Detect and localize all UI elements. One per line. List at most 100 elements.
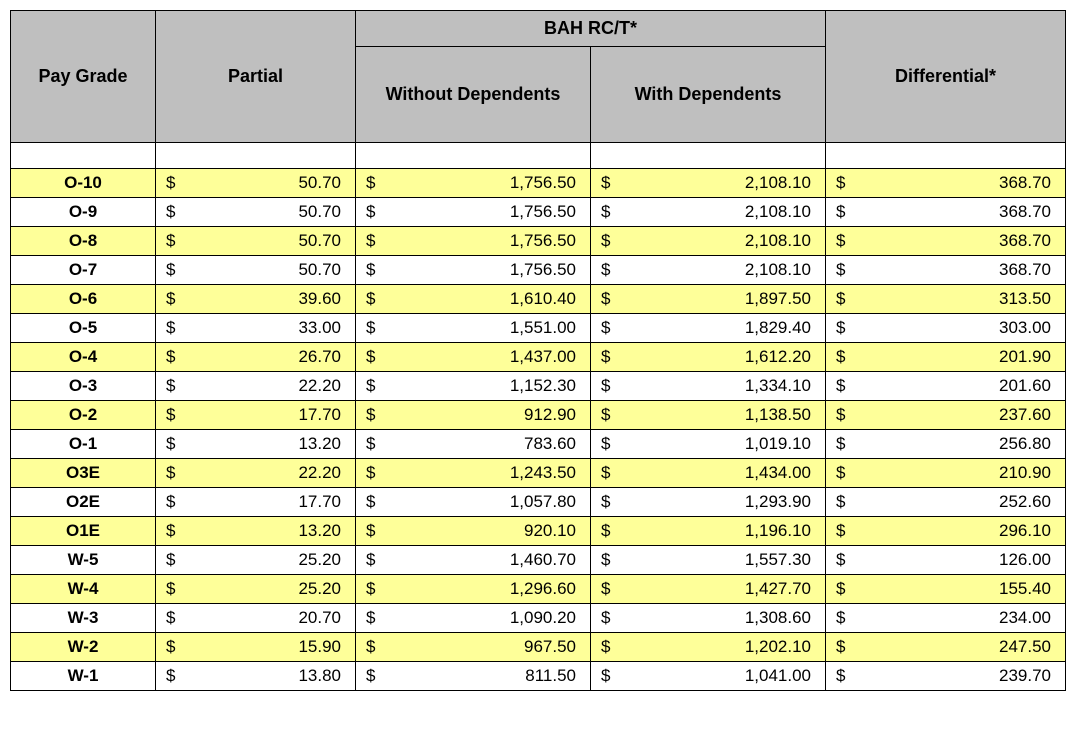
cell-with-dependents: $1,041.00 <box>591 662 826 691</box>
cell-value: 237.60 <box>999 405 1051 425</box>
cell-pay-grade: O-1 <box>11 430 156 459</box>
cell-value: 13.20 <box>298 434 341 454</box>
cell-differential: $368.70 <box>826 227 1066 256</box>
cell-with-dependents: $1,829.40 <box>591 314 826 343</box>
cell-differential: $368.70 <box>826 256 1066 285</box>
cell-value: 22.20 <box>298 463 341 483</box>
header-bah-group: BAH RC/T* <box>356 11 826 47</box>
cell-value: 783.60 <box>524 434 576 454</box>
currency-symbol: $ <box>836 637 845 657</box>
currency-symbol: $ <box>366 347 375 367</box>
cell-value: 1,019.10 <box>745 434 811 454</box>
cell-pay-grade: O1E <box>11 517 156 546</box>
table-row: W-5$25.20$1,460.70$1,557.30$126.00 <box>11 546 1066 575</box>
cell-pay-grade: O-4 <box>11 343 156 372</box>
cell-value: 25.20 <box>298 550 341 570</box>
table-header: Pay Grade Partial BAH RC/T* Differential… <box>11 11 1066 143</box>
currency-symbol: $ <box>166 521 175 541</box>
cell-value: 1,756.50 <box>510 202 576 222</box>
currency-symbol: $ <box>166 434 175 454</box>
cell-without-dependents: $1,460.70 <box>356 546 591 575</box>
currency-symbol: $ <box>166 260 175 280</box>
cell-pay-grade: W-2 <box>11 633 156 662</box>
cell-differential: $303.00 <box>826 314 1066 343</box>
cell-pay-grade: W-3 <box>11 604 156 633</box>
header-partial: Partial <box>156 11 356 143</box>
cell-with-dependents: $2,108.10 <box>591 169 826 198</box>
table-row: O-6$39.60$1,610.40$1,897.50$313.50 <box>11 285 1066 314</box>
currency-symbol: $ <box>601 608 610 628</box>
cell-with-dependents: $1,334.10 <box>591 372 826 401</box>
currency-symbol: $ <box>836 579 845 599</box>
table-row: O1E$13.20$920.10$1,196.10$296.10 <box>11 517 1066 546</box>
cell-partial: $39.60 <box>156 285 356 314</box>
currency-symbol: $ <box>836 202 845 222</box>
cell-value: 1,612.20 <box>745 347 811 367</box>
table-row: O-9$50.70$1,756.50$2,108.10$368.70 <box>11 198 1066 227</box>
cell-value: 912.90 <box>524 405 576 425</box>
cell-value: 50.70 <box>298 202 341 222</box>
table-row: O-8$50.70$1,756.50$2,108.10$368.70 <box>11 227 1066 256</box>
cell-differential: $239.70 <box>826 662 1066 691</box>
cell-partial: $50.70 <box>156 256 356 285</box>
cell-value: 313.50 <box>999 289 1051 309</box>
currency-symbol: $ <box>601 173 610 193</box>
spacer-row <box>11 143 1066 169</box>
currency-symbol: $ <box>166 202 175 222</box>
cell-value: 13.80 <box>298 666 341 686</box>
cell-differential: $155.40 <box>826 575 1066 604</box>
currency-symbol: $ <box>836 231 845 251</box>
table-row: W-3$20.70$1,090.20$1,308.60$234.00 <box>11 604 1066 633</box>
currency-symbol: $ <box>836 289 845 309</box>
currency-symbol: $ <box>601 202 610 222</box>
currency-symbol: $ <box>836 347 845 367</box>
cell-value: 1,202.10 <box>745 637 811 657</box>
cell-value: 22.20 <box>298 376 341 396</box>
cell-value: 1,293.90 <box>745 492 811 512</box>
cell-value: 201.60 <box>999 376 1051 396</box>
cell-value: 39.60 <box>298 289 341 309</box>
currency-symbol: $ <box>366 318 375 338</box>
cell-differential: $368.70 <box>826 198 1066 227</box>
cell-without-dependents: $1,610.40 <box>356 285 591 314</box>
cell-value: 50.70 <box>298 173 341 193</box>
cell-value: 1,460.70 <box>510 550 576 570</box>
currency-symbol: $ <box>366 173 375 193</box>
cell-with-dependents: $1,308.60 <box>591 604 826 633</box>
cell-pay-grade: W-4 <box>11 575 156 604</box>
cell-pay-grade: O3E <box>11 459 156 488</box>
cell-value: 2,108.10 <box>745 260 811 280</box>
cell-with-dependents: $1,434.00 <box>591 459 826 488</box>
cell-with-dependents: $1,019.10 <box>591 430 826 459</box>
currency-symbol: $ <box>601 666 610 686</box>
cell-with-dependents: $1,138.50 <box>591 401 826 430</box>
currency-symbol: $ <box>601 405 610 425</box>
currency-symbol: $ <box>166 666 175 686</box>
currency-symbol: $ <box>601 289 610 309</box>
cell-partial: $25.20 <box>156 546 356 575</box>
bah-table: Pay Grade Partial BAH RC/T* Differential… <box>10 10 1066 691</box>
cell-without-dependents: $1,057.80 <box>356 488 591 517</box>
cell-partial: $33.00 <box>156 314 356 343</box>
cell-without-dependents: $1,296.60 <box>356 575 591 604</box>
header-without-dependents: Without Dependents <box>356 47 591 143</box>
cell-without-dependents: $783.60 <box>356 430 591 459</box>
cell-pay-grade: O-7 <box>11 256 156 285</box>
cell-pay-grade: W-1 <box>11 662 156 691</box>
table-row: O-4$26.70$1,437.00$1,612.20$201.90 <box>11 343 1066 372</box>
table-row: O-7$50.70$1,756.50$2,108.10$368.70 <box>11 256 1066 285</box>
cell-without-dependents: $1,756.50 <box>356 227 591 256</box>
cell-without-dependents: $1,756.50 <box>356 198 591 227</box>
cell-value: 17.70 <box>298 405 341 425</box>
cell-value: 1,551.00 <box>510 318 576 338</box>
cell-differential: $252.60 <box>826 488 1066 517</box>
currency-symbol: $ <box>366 405 375 425</box>
cell-value: 26.70 <box>298 347 341 367</box>
cell-differential: $201.90 <box>826 343 1066 372</box>
cell-partial: $17.70 <box>156 401 356 430</box>
cell-without-dependents: $912.90 <box>356 401 591 430</box>
cell-with-dependents: $1,612.20 <box>591 343 826 372</box>
cell-without-dependents: $1,756.50 <box>356 169 591 198</box>
cell-partial: $50.70 <box>156 169 356 198</box>
currency-symbol: $ <box>166 608 175 628</box>
